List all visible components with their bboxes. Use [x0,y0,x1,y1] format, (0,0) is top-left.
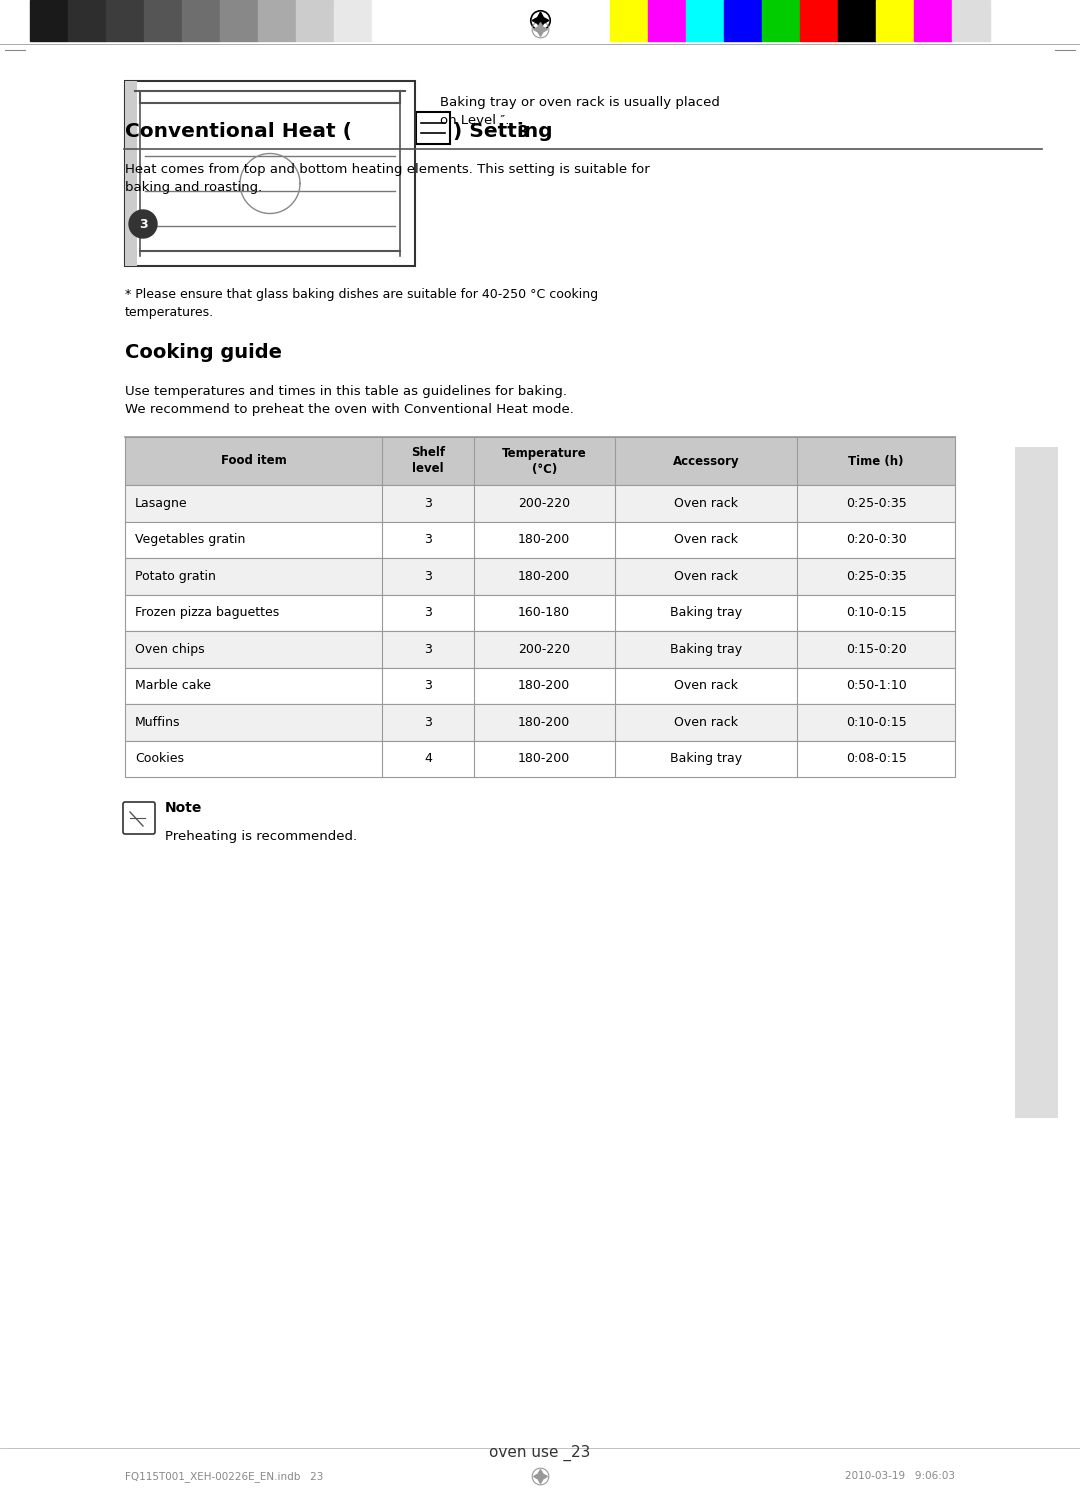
Bar [125,595,955,631]
Text: Use temperatures and times in this table as guidelines for baking.
We recommend : Use temperatures and times in this table… [125,385,573,416]
Text: 04 OVEN USE: 04 OVEN USE [1031,750,1042,816]
Bar [144,0,183,40]
Text: 200-220: 200-220 [518,643,570,656]
Text: Cooking guide: Cooking guide [125,343,282,362]
Text: Vegetables gratin: Vegetables gratin [135,534,245,546]
Text: Oven chips: Oven chips [135,643,204,656]
Text: Oven rack: Oven rack [674,534,738,546]
Bar [334,0,372,40]
Text: Frozen pizza baguettes: Frozen pizza baguettes [135,607,280,619]
Bar [951,0,990,40]
Text: 3: 3 [518,125,528,140]
Bar [648,0,686,40]
Text: Conventional Heat (: Conventional Heat ( [125,122,352,142]
Text: 180-200: 180-200 [518,570,570,583]
Text: FQ115T001_XEH-00226E_EN.indb   23: FQ115T001_XEH-00226E_EN.indb 23 [125,1472,323,1482]
Text: Baking tray: Baking tray [670,607,742,619]
Text: 0:08-0:15: 0:08-0:15 [846,753,906,765]
Text: oven use _23: oven use _23 [489,1445,591,1461]
Text: 180-200: 180-200 [518,716,570,729]
Text: Food item: Food item [220,455,286,468]
Text: Baking tray or oven rack is usually placed
on Level ″.: Baking tray or oven rack is usually plac… [440,95,720,127]
Text: Cookies: Cookies [135,753,184,765]
Text: 180-200: 180-200 [518,680,570,692]
Text: 180-200: 180-200 [518,534,570,546]
Bar [106,0,144,40]
Bar [125,81,415,265]
Text: Oven rack: Oven rack [674,570,738,583]
Bar [125,485,955,522]
Text: Baking tray: Baking tray [670,753,742,765]
Text: Preheating is recommended.: Preheating is recommended. [165,830,357,842]
Text: 160-180: 160-180 [518,607,570,619]
Text: Marble cake: Marble cake [135,680,211,692]
Text: ) Setting: ) Setting [453,122,553,142]
Bar [610,0,648,40]
Text: 3: 3 [424,607,432,619]
Bar [125,668,955,704]
Text: 0:50-1:10: 0:50-1:10 [846,680,906,692]
Text: 0:15-0:20: 0:15-0:20 [846,643,906,656]
Bar [183,0,220,40]
Bar [258,0,296,40]
Text: 3: 3 [424,643,432,656]
Text: 180-200: 180-200 [518,753,570,765]
Text: Oven rack: Oven rack [674,716,738,729]
Bar [125,437,955,485]
Circle shape [129,210,157,239]
Text: Lasagne: Lasagne [135,497,188,510]
Bar [876,0,914,40]
Text: Heat comes from top and bottom heating elements. This setting is suitable for
ba: Heat comes from top and bottom heating e… [125,163,650,194]
Bar [686,0,724,40]
Bar [372,0,410,40]
Text: 0:25-0:35: 0:25-0:35 [846,497,906,510]
Text: 4: 4 [424,753,432,765]
Bar [125,558,955,595]
Text: Potato gratin: Potato gratin [135,570,216,583]
Text: 0:25-0:35: 0:25-0:35 [846,570,906,583]
Text: Shelf
level: Shelf level [410,446,445,476]
Text: 3: 3 [424,680,432,692]
Bar [800,0,838,40]
Bar [125,81,137,265]
Bar [762,0,800,40]
Bar [125,522,955,558]
Bar [296,0,334,40]
Bar [220,0,258,40]
Text: Time (h): Time (h) [849,455,904,468]
Text: Muffins: Muffins [135,716,180,729]
Text: 3: 3 [424,716,432,729]
Text: Oven rack: Oven rack [674,497,738,510]
Text: 3: 3 [138,218,147,231]
FancyBboxPatch shape [416,112,450,145]
Bar [838,0,876,40]
Text: * Please ensure that glass baking dishes are suitable for 40-250 °C cooking
temp: * Please ensure that glass baking dishes… [125,288,598,319]
Text: Baking tray: Baking tray [670,643,742,656]
Bar [30,0,68,40]
Text: 0:20-0:30: 0:20-0:30 [846,534,906,546]
Bar [125,704,955,741]
Text: 2010-03-19   9:06:03: 2010-03-19 9:06:03 [845,1472,955,1481]
Text: Temperature
(°C): Temperature (°C) [502,446,586,476]
Text: Accessory: Accessory [673,455,740,468]
Bar [125,631,955,668]
Text: 3: 3 [424,497,432,510]
Bar [125,741,955,777]
Bar [68,0,106,40]
Text: 0:10-0:15: 0:10-0:15 [846,716,906,729]
Text: 3: 3 [424,570,432,583]
Text: 200-220: 200-220 [518,497,570,510]
Text: Oven rack: Oven rack [674,680,738,692]
Text: 3: 3 [424,534,432,546]
Text: 0:10-0:15: 0:10-0:15 [846,607,906,619]
Bar [914,0,951,40]
Text: Note: Note [165,801,202,816]
FancyBboxPatch shape [123,802,156,833]
Bar [724,0,762,40]
